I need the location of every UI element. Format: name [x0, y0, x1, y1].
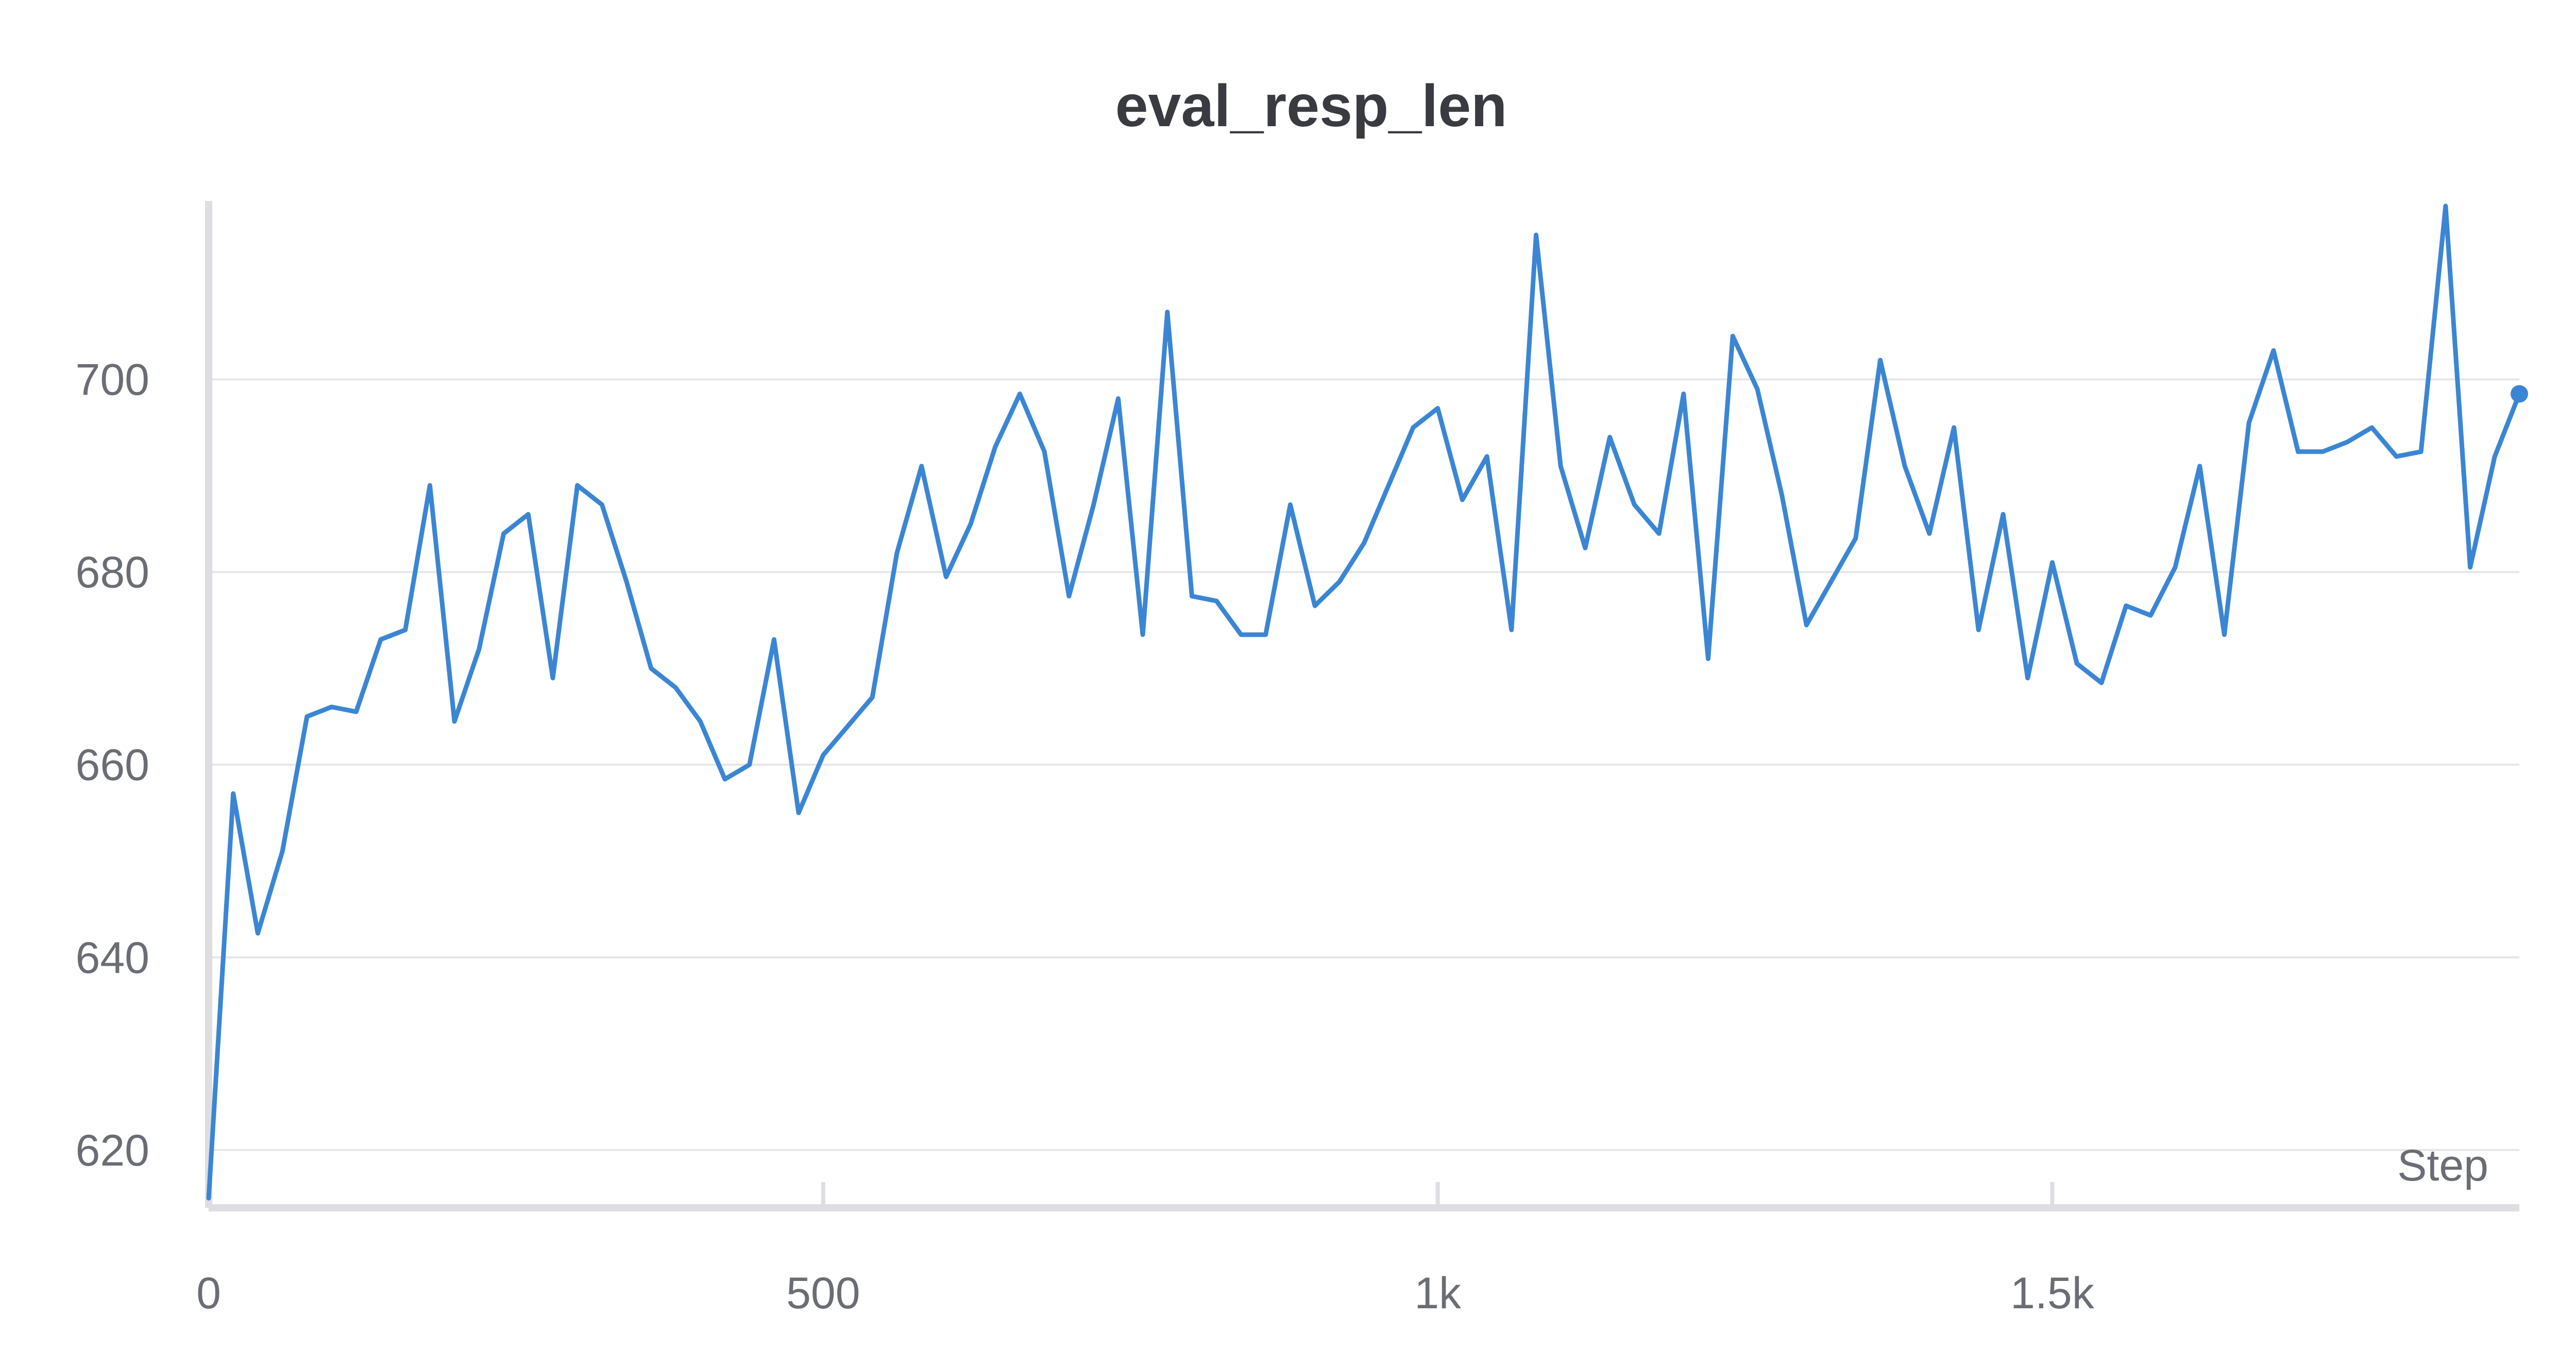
series-layer — [206, 203, 2528, 1201]
x-tick-label: 500 — [786, 1269, 860, 1318]
y-tick-label: 680 — [76, 548, 150, 597]
y-tick-label: 640 — [76, 933, 150, 983]
x-tick-label: 1k — [1414, 1269, 1462, 1318]
series-endpoint-marker[interactable] — [2511, 385, 2528, 403]
y-tick-label: 660 — [76, 741, 150, 790]
x-tick-label: 1.5k — [2010, 1269, 2095, 1318]
y-tick-label: 620 — [76, 1126, 150, 1175]
axes — [205, 201, 2519, 1211]
tick-labels: 620 640 660 680 700 0 500 1k 1.5k — [76, 355, 2095, 1318]
y-tick-label: 700 — [76, 355, 150, 405]
series-line — [206, 203, 2522, 1201]
x-axis-label: Step — [2397, 1141, 2488, 1190]
x-tick-label: 0 — [196, 1269, 221, 1318]
gridlines — [209, 378, 2519, 1151]
chart-title: eval_resp_len — [1115, 73, 1507, 139]
